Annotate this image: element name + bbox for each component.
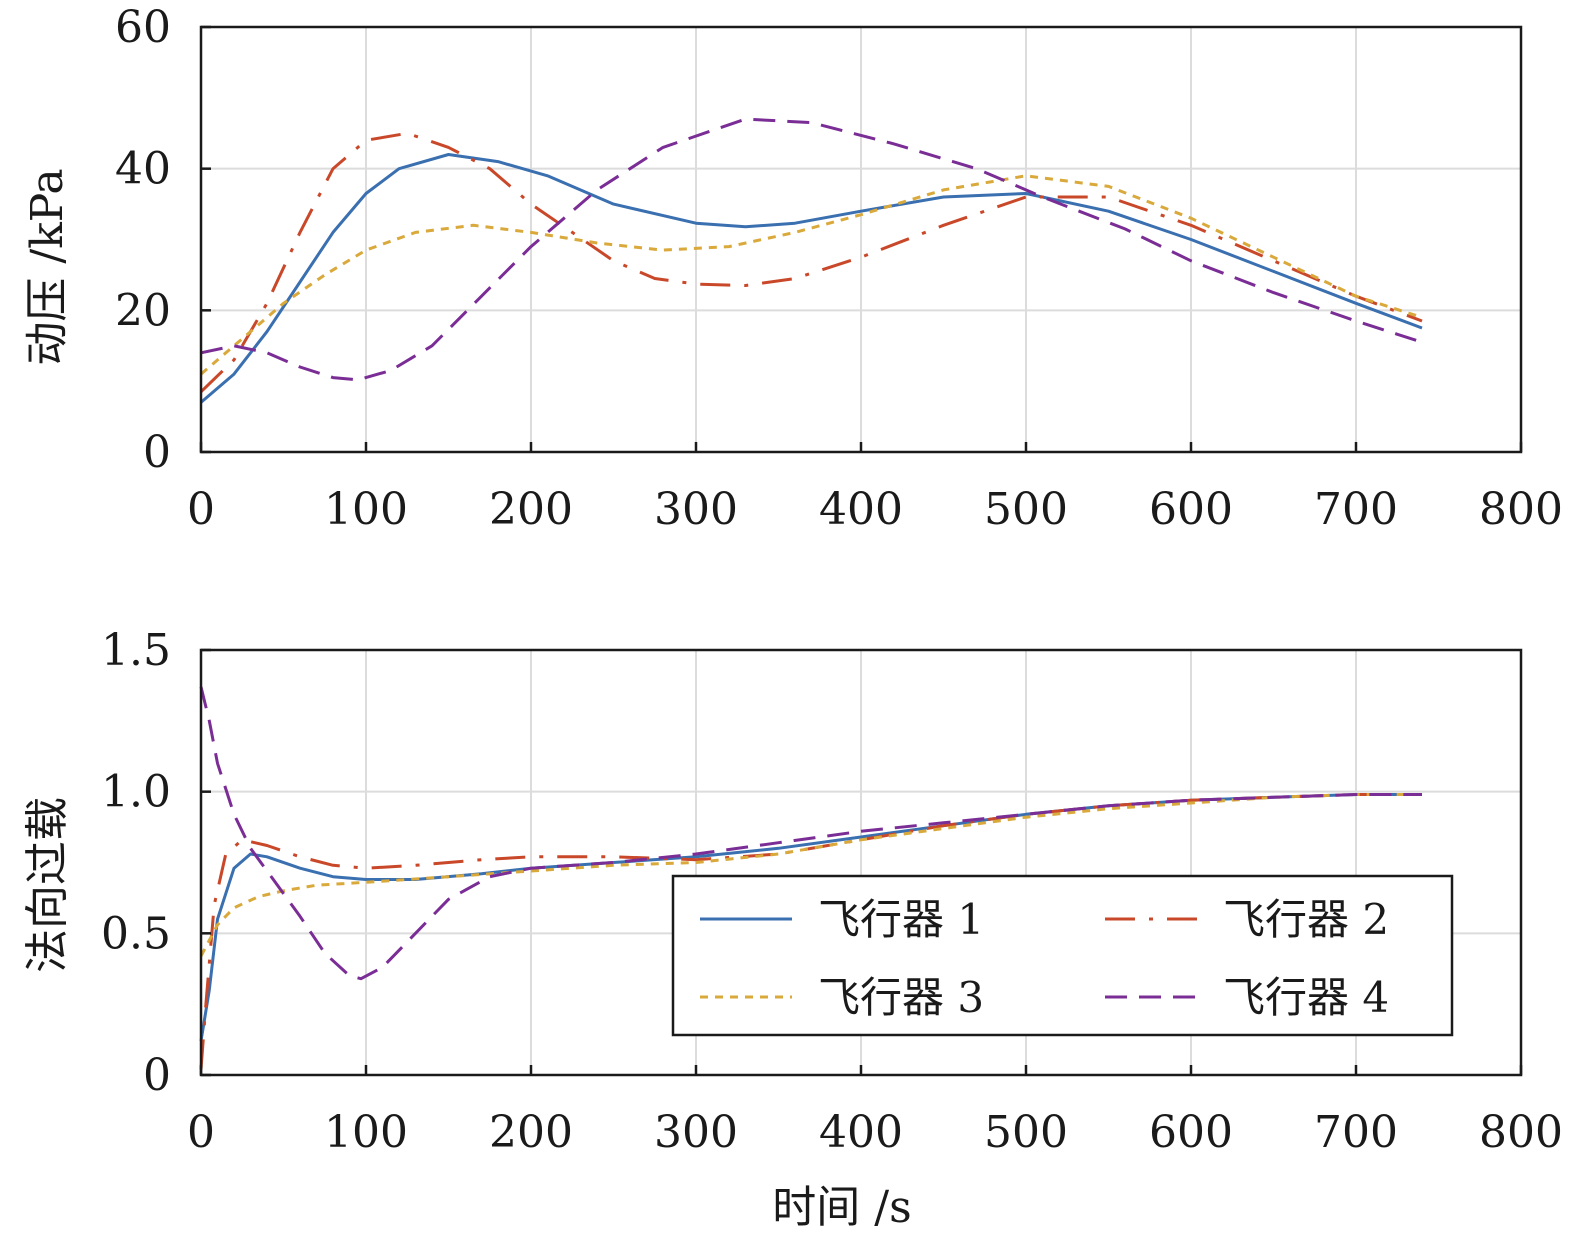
y-tick-label: 0.5 — [101, 908, 171, 959]
x-tick-label: 300 — [654, 484, 738, 535]
y-tick-label: 0 — [143, 427, 171, 478]
x-tick-label: 800 — [1479, 1107, 1563, 1158]
y-tick-label: 1.5 — [101, 625, 171, 676]
bottom-y-axis-title: 法向过载 — [22, 797, 73, 973]
y-tick-label: 1.0 — [101, 767, 171, 818]
x-tick-label: 800 — [1479, 484, 1563, 535]
legend-label-4: 飞行器 4 — [1223, 973, 1389, 1022]
series-line-3 — [200, 174, 1423, 376]
legend-label-3: 飞行器 3 — [818, 973, 984, 1022]
x-tick-label: 500 — [984, 484, 1068, 535]
x-tick-label: 600 — [1149, 1107, 1233, 1158]
y-tick-label: 20 — [115, 285, 171, 336]
x-tick-label: 500 — [984, 1107, 1068, 1158]
x-tick-label: 700 — [1314, 1107, 1398, 1158]
top-y-axis-title: 动压 /kPa — [22, 168, 73, 365]
series-line-2 — [199, 131, 1423, 393]
x-tick-label: 200 — [489, 1107, 573, 1158]
x-tick-label: 400 — [819, 1107, 903, 1158]
x-tick-label: 0 — [187, 1107, 215, 1158]
x-tick-label: 100 — [324, 1107, 408, 1158]
x-tick-label: 200 — [489, 484, 573, 535]
legend: 飞行器 1 飞行器 2 飞行器 3 飞行器 4 — [671, 874, 1454, 1037]
x-tick-label: 0 — [187, 484, 215, 535]
x-tick-label: 100 — [324, 484, 408, 535]
x-tick-label: 700 — [1314, 484, 1398, 535]
series-line-1 — [200, 153, 1423, 404]
series-line-4 — [199, 686, 1422, 981]
x-tick-label: 300 — [654, 1107, 738, 1158]
normal-load-panel: 法向过载 时间 /s 0 100 200 300 400 500 600 700 800 0 0.5… — [22, 625, 1563, 1233]
series-line-3 — [199, 793, 1422, 957]
y-tick-label: 0 — [143, 1050, 171, 1101]
y-tick-label: 60 — [115, 2, 171, 53]
legend-label-1: 飞行器 1 — [818, 895, 984, 944]
bottom-x-axis-title: 时间 /s — [772, 1182, 911, 1233]
legend-label-2: 飞行器 2 — [1223, 895, 1389, 944]
dynamic-pressure-panel: 动压 /kPa 0 100 200 300 400 500 600 700 800 0 20 40 60 — [22, 2, 1563, 535]
legend-box — [671, 874, 1454, 1037]
y-tick-label: 40 — [115, 144, 171, 195]
series-line-4 — [200, 117, 1423, 382]
x-tick-label: 600 — [1149, 484, 1233, 535]
x-tick-label: 400 — [819, 484, 903, 535]
